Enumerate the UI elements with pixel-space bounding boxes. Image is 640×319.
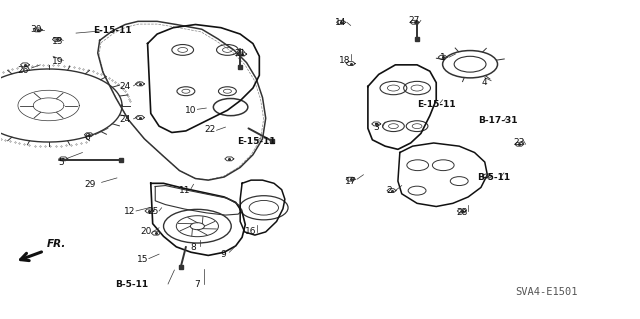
Text: E-15-11: E-15-11	[417, 100, 456, 109]
Text: SVA4-E1501: SVA4-E1501	[515, 287, 578, 297]
Text: B-5-11: B-5-11	[115, 280, 148, 289]
Text: 14: 14	[335, 18, 346, 27]
Text: B-5-11: B-5-11	[477, 174, 510, 182]
Text: 16: 16	[245, 227, 257, 236]
Text: B-17-31: B-17-31	[478, 116, 517, 125]
Text: 17: 17	[345, 177, 356, 186]
Text: 29: 29	[84, 181, 96, 189]
Text: 18: 18	[339, 56, 350, 65]
Text: 23: 23	[513, 138, 525, 147]
Text: 15: 15	[137, 255, 148, 264]
Text: 20: 20	[141, 227, 152, 236]
Text: 30: 30	[30, 25, 42, 34]
Text: 11: 11	[179, 186, 190, 195]
Text: 6: 6	[84, 133, 90, 142]
Text: E-15-11: E-15-11	[237, 137, 275, 145]
Text: 26: 26	[17, 66, 29, 75]
Text: FR.: FR.	[47, 239, 66, 249]
Text: E-15-11: E-15-11	[93, 26, 132, 35]
Text: 4: 4	[482, 78, 488, 87]
Text: 19: 19	[52, 56, 64, 65]
Text: 24: 24	[120, 82, 131, 91]
Text: 10: 10	[185, 106, 196, 115]
Text: 27: 27	[409, 16, 420, 25]
Text: 8: 8	[191, 243, 196, 252]
Text: 7: 7	[195, 280, 200, 289]
Text: 13: 13	[52, 38, 64, 47]
Text: 12: 12	[124, 207, 136, 216]
Text: 5: 5	[58, 158, 64, 167]
Text: 9: 9	[220, 250, 226, 259]
Text: 28: 28	[456, 208, 467, 217]
Text: 25: 25	[147, 207, 158, 216]
Text: 3: 3	[373, 122, 379, 132]
Text: 22: 22	[205, 125, 216, 134]
Text: 1: 1	[440, 53, 445, 62]
Text: 24: 24	[120, 115, 131, 124]
Text: 2: 2	[386, 186, 392, 195]
Text: 21: 21	[234, 48, 246, 58]
